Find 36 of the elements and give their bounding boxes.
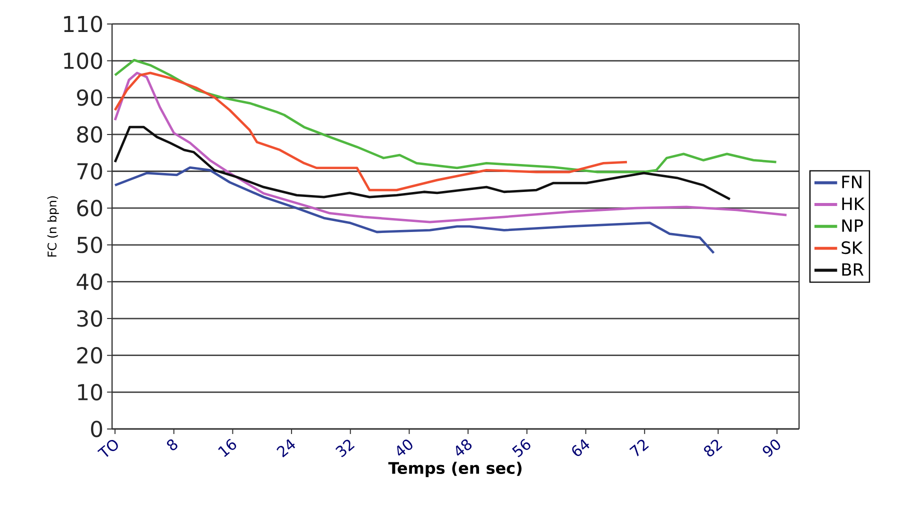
y-tick-label: 70	[77, 162, 102, 180]
line-series	[114, 126, 732, 200]
y-tick-label: 80	[77, 126, 102, 143]
x-tick-label: 72	[629, 440, 649, 456]
legend-label: SK	[842, 241, 863, 254]
legend-label: BR	[842, 263, 864, 276]
x-tick-label: TO	[97, 440, 118, 457]
x-tick-label: 40	[397, 440, 412, 456]
y-tick-label: 20	[77, 347, 102, 364]
y-tick-label: 90	[77, 89, 102, 106]
y-tick-label: 50	[77, 236, 102, 254]
x-tick-label: 82	[704, 440, 722, 456]
y-tick-label: 100	[64, 52, 102, 70]
line-series	[114, 166, 715, 254]
x-axis-title: Temps (en sec)	[388, 462, 522, 478]
line-series	[114, 72, 628, 192]
y-tick-label: 10	[78, 384, 102, 400]
x-tick-label: 64	[572, 439, 590, 456]
y-tick-label: 0	[91, 420, 102, 438]
line-series	[114, 72, 788, 224]
x-tick-label: 24	[276, 439, 296, 458]
x-tick-label: 8	[166, 439, 178, 450]
y-axis-title: FC (n bpn)	[47, 196, 59, 257]
x-tick-label: 32	[336, 440, 355, 458]
y-tick-label: 60	[77, 200, 102, 216]
legend-label: NP	[842, 219, 863, 232]
x-tick-label: 48	[456, 439, 472, 456]
y-tick-label: 110	[64, 16, 102, 32]
y-tick-label: 40	[76, 273, 102, 290]
line-series	[114, 58, 778, 174]
y-tick-label: 30	[77, 310, 102, 327]
legend-label: FN	[842, 176, 862, 188]
x-tick-label: 90	[762, 440, 780, 457]
x-tick-label: 16	[218, 438, 236, 457]
legend-label: HK	[842, 198, 865, 210]
x-tick-label: 56	[512, 438, 530, 458]
